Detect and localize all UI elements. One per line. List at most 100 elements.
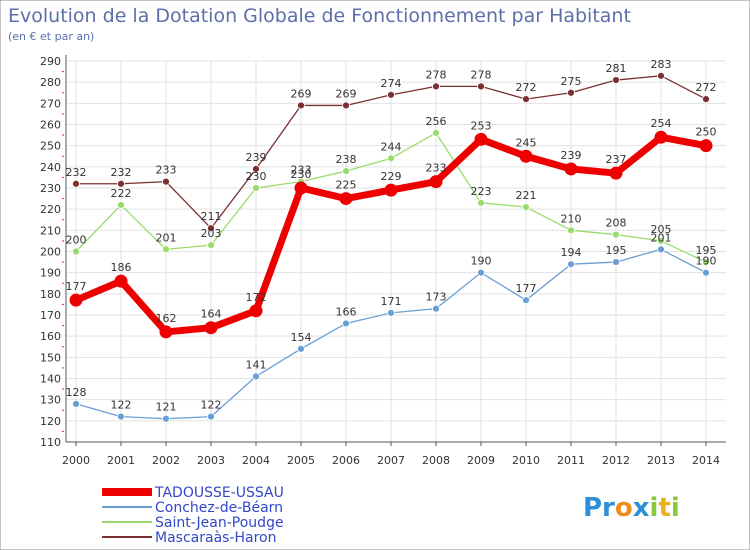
y-tick-label: 140 [40,373,61,386]
y-tick-label: 150 [40,351,61,364]
data-point [612,76,620,84]
data-point [567,226,575,235]
data-point [159,325,173,339]
data-point [342,167,350,175]
data-label: 200 [66,234,87,247]
data-point [117,412,125,421]
data-point [117,179,125,188]
y-tick-label: 160 [40,330,61,343]
data-point [384,183,398,197]
plot-area: 1101201301401501601701801902002102202302… [40,55,726,467]
data-point [702,268,710,277]
x-tick-label: 2000 [62,454,90,467]
x-tick-label: 2012 [602,454,630,467]
data-label: 269 [291,87,312,100]
data-point [72,179,80,188]
data-point [699,139,713,153]
data-label: 195 [606,244,627,257]
y-tick-label: 230 [40,182,61,195]
legend-label: Conchez-de-Béarn [155,500,283,516]
data-label: 254 [651,117,672,130]
data-label: 283 [651,58,672,71]
data-label: 201 [156,231,177,244]
x-tick-label: 2002 [152,454,180,467]
y-tick-label: 240 [40,161,61,174]
data-point [297,101,305,110]
data-point [387,90,395,99]
data-label: 245 [516,136,537,149]
data-point [72,399,80,408]
data-point [522,296,530,305]
legend-label: Saint-Jean-Poudge [155,515,284,531]
x-tick-label: 2013 [647,454,675,467]
data-label: 128 [66,386,87,399]
legend-label: TADOUSSE-USSAU [154,485,284,501]
data-point [702,95,710,103]
x-tick-label: 2005 [287,454,315,467]
data-point [477,198,485,207]
y-tick-label: 260 [40,119,61,132]
data-point [252,184,260,192]
data-label: 205 [651,223,672,236]
data-point [519,149,533,163]
data-point [657,245,665,254]
data-point [567,88,575,97]
data-label: 177 [66,280,87,293]
data-label: 233 [156,164,177,177]
data-point [69,293,83,307]
data-label: 278 [471,68,492,81]
y-tick-label: 210 [40,224,61,237]
chart-subtitle: (en € et par an) [8,30,94,43]
x-tick-label: 2008 [422,454,450,467]
data-label: 244 [381,140,402,153]
y-tick-label: 280 [40,76,61,89]
data-label: 222 [111,187,132,200]
x-tick-label: 2006 [332,454,360,467]
data-label: 269 [336,87,357,100]
y-tick-label: 250 [40,140,61,153]
data-label: 229 [381,170,402,183]
data-label: 164 [201,308,222,321]
data-point [387,308,395,317]
data-point [474,132,488,146]
data-point [339,192,353,206]
y-tick-label: 290 [40,55,61,68]
data-point [429,175,443,189]
data-point [342,319,350,328]
data-label: 274 [381,77,402,90]
data-point [657,71,665,80]
chart-title: Evolution de la Dotation Globale de Fonc… [8,5,631,27]
data-point [522,203,530,211]
y-tick-label: 180 [40,288,61,301]
data-point [657,237,665,245]
x-tick-label: 2001 [107,454,135,467]
data-label: 122 [201,399,222,412]
data-point [567,260,575,269]
data-label: 239 [561,149,582,162]
data-label: 194 [561,246,582,259]
legend: TADOUSSE-USSAUConchez-de-BéarnSaint-Jean… [102,485,284,546]
data-point [294,181,308,195]
data-label: 173 [426,291,447,304]
data-label: 210 [561,212,582,225]
data-point [252,372,260,381]
data-label: 239 [246,151,267,164]
x-tick-label: 2007 [377,454,405,467]
x-tick-label: 2003 [197,454,225,467]
data-point [432,82,440,91]
data-point [432,304,440,313]
data-point [297,344,305,353]
data-label: 186 [111,261,132,274]
data-point [612,258,620,266]
data-point [162,177,170,186]
data-point [162,245,170,254]
x-tick-label: 2004 [242,454,270,467]
data-point [207,241,215,250]
data-label: 171 [381,295,402,308]
data-point [477,82,485,91]
data-point [207,224,215,233]
y-tick-label: 110 [40,436,61,449]
data-label: 253 [471,119,492,132]
data-label: 190 [696,255,717,268]
